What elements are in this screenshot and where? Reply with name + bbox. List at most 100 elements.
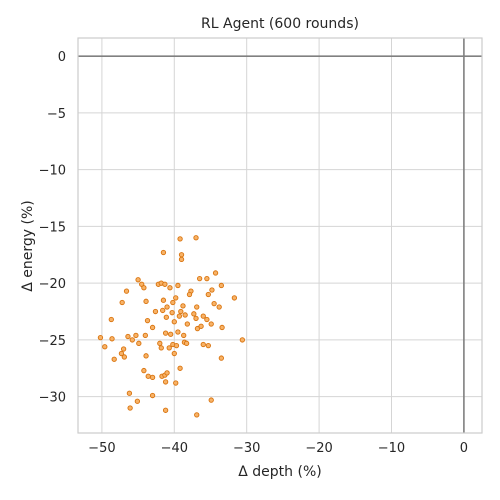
- scatter-point: [129, 337, 135, 343]
- scatter-point: [196, 275, 203, 282]
- plot-frame: [77, 37, 483, 434]
- scatter-point: [136, 340, 142, 346]
- scatter-point: [111, 356, 117, 362]
- scatter-point: [208, 321, 214, 327]
- y-tick-label: −20: [39, 277, 66, 292]
- scatter-point: [102, 344, 108, 350]
- scatter-point: [191, 311, 197, 317]
- scatter-point: [183, 340, 190, 346]
- scatter-point: [219, 324, 225, 331]
- scatter-point: [134, 398, 141, 404]
- scatter-point: [194, 325, 201, 332]
- scatter-point: [144, 317, 151, 324]
- scatter-point: [198, 323, 204, 329]
- scatter-point: [141, 367, 147, 374]
- scatter-point: [142, 332, 148, 339]
- y-tick-label: −25: [39, 334, 66, 349]
- scatter-point: [160, 249, 167, 256]
- scatter-point: [121, 354, 127, 360]
- scatter-point: [178, 256, 185, 262]
- scatter-point: [193, 315, 199, 322]
- scatter-point: [160, 297, 167, 303]
- scatter-point: [218, 282, 225, 289]
- y-tick-labels: 0 −5 −10 −15 −20 −25 −30: [39, 50, 66, 406]
- scatter-point: [175, 282, 181, 289]
- scatter-point: [170, 299, 176, 306]
- scatter-point: [158, 345, 164, 351]
- scatter-point: [135, 277, 141, 283]
- scatter-point: [171, 350, 177, 357]
- scatter-point: [193, 235, 199, 241]
- x-tick-labels: −50 −40 −30 −20 −10 0: [88, 441, 468, 456]
- scatter-point: [123, 288, 130, 294]
- scatter-point: [178, 308, 184, 315]
- scatter-point: [178, 252, 185, 258]
- scatter-point: [108, 316, 114, 323]
- scatter-point: [194, 304, 200, 310]
- x-tick-label: −40: [161, 441, 188, 456]
- scatter-point: [162, 407, 169, 413]
- scatter-point: [180, 303, 186, 309]
- scatter-point: [162, 330, 169, 336]
- scatter-point: [218, 355, 225, 361]
- scatter-point: [97, 335, 104, 341]
- scatter-point: [204, 275, 210, 282]
- scatter-point: [176, 313, 183, 319]
- scatter-point: [186, 291, 193, 298]
- y-tick-label: −10: [39, 164, 66, 179]
- scatter-point: [205, 342, 211, 349]
- scatter-point: [169, 310, 175, 316]
- x-tick-label: −10: [378, 441, 405, 456]
- x-tick-label: −20: [305, 441, 332, 456]
- scatter-point: [216, 304, 222, 310]
- y-tick-label: 0: [58, 50, 66, 65]
- scatter-point: [209, 287, 215, 293]
- scatter-point: [163, 314, 169, 320]
- y-axis-label: Δ energy (%): [20, 200, 36, 292]
- scatter-point: [118, 350, 125, 357]
- scatter-point: [239, 337, 246, 343]
- scatter-point: [149, 324, 156, 331]
- scatter-point: [200, 341, 206, 348]
- scatter-point: [194, 412, 200, 418]
- scatter-point: [171, 319, 177, 325]
- chart-title: RL Agent (600 rounds): [201, 16, 359, 32]
- grid: [78, 38, 482, 433]
- scatter-point: [212, 270, 219, 276]
- x-tick-label: −30: [233, 441, 260, 456]
- x-tick-label: −50: [88, 441, 115, 456]
- scatter-point: [208, 397, 214, 403]
- scatter-point: [157, 340, 163, 346]
- scatter-point: [175, 329, 181, 335]
- scatter-point: [205, 291, 211, 298]
- y-tick-label: −30: [39, 391, 66, 406]
- scatter-point: [152, 308, 159, 315]
- data-points: [97, 235, 246, 418]
- scatter-point: [162, 379, 169, 385]
- scatter-point: [182, 312, 188, 318]
- y-tick-label: −5: [47, 107, 66, 122]
- scatter-point: [149, 374, 156, 381]
- x-axis-label: Δ depth (%): [238, 464, 321, 480]
- scatter-point: [133, 332, 139, 339]
- scatter-point: [231, 295, 238, 301]
- scatter-point: [127, 405, 133, 411]
- x-tick-label: 0: [460, 441, 468, 456]
- scatter-point: [184, 321, 190, 327]
- scatter-point: [204, 316, 210, 323]
- scatter-point: [200, 313, 206, 319]
- scatter-point: [167, 285, 173, 291]
- scatter-point: [125, 333, 131, 340]
- scatter-point: [145, 373, 151, 379]
- scatter-point: [173, 295, 179, 301]
- scatter-point: [166, 345, 172, 351]
- scatter-point: [143, 353, 149, 359]
- scatter-point: [126, 390, 133, 396]
- reference-lines: [78, 38, 482, 433]
- scatter-point: [109, 336, 115, 342]
- scatter-point: [164, 304, 170, 310]
- scatter-point: [168, 331, 174, 337]
- scatter-point: [173, 342, 180, 349]
- y-tick-label: −15: [39, 220, 66, 235]
